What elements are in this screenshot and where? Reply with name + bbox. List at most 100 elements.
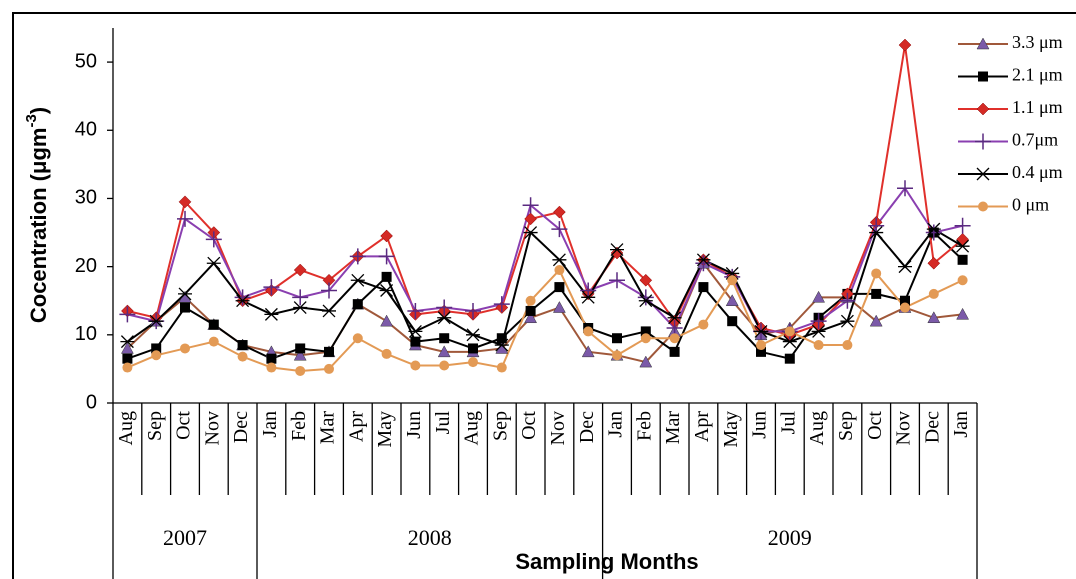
y-tick-label: 20 [75, 255, 97, 277]
marker [897, 180, 913, 197]
y-tick-label: 30 [75, 187, 97, 209]
marker [898, 260, 912, 274]
x-tick-label: Oct [518, 411, 540, 440]
marker [612, 333, 622, 344]
marker [927, 256, 941, 270]
marker [349, 248, 366, 265]
marker [292, 289, 309, 306]
marker [237, 351, 248, 362]
marker [784, 326, 795, 337]
marker [639, 273, 653, 287]
legend-marker [975, 133, 991, 150]
legend-label: 0.7μm [1012, 130, 1058, 150]
marker [205, 231, 222, 248]
legend-marker [978, 71, 988, 82]
marker [235, 294, 250, 308]
marker [640, 326, 651, 337]
x-tick-label: Apr [691, 411, 713, 442]
marker [122, 362, 133, 373]
marker [293, 263, 307, 277]
x-tick-label: Mar [317, 411, 339, 445]
legend-marker [976, 167, 990, 181]
marker [725, 294, 739, 306]
marker [727, 316, 738, 327]
marker [295, 365, 306, 376]
x-tick-label: Oct [173, 411, 195, 440]
marker [178, 287, 192, 301]
legend-item: 3.3 μm [958, 32, 1063, 52]
marker [439, 333, 450, 344]
group-label: 2008 [408, 525, 452, 550]
marker [208, 336, 219, 347]
marker [581, 290, 596, 304]
series-markers [120, 222, 970, 352]
marker [868, 217, 885, 234]
x-tick-label: Dec [230, 411, 252, 443]
marker [120, 341, 134, 354]
x-tick-label: Nov [893, 411, 915, 445]
marker [554, 282, 565, 293]
marker [266, 353, 277, 364]
series-line [127, 268, 964, 372]
series-line [126, 227, 964, 347]
marker [523, 226, 538, 240]
series-markers [119, 180, 971, 340]
marker [524, 311, 538, 324]
marker [581, 345, 595, 358]
marker [637, 289, 654, 306]
marker [525, 295, 536, 306]
x-tick-label: Feb [633, 411, 655, 441]
marker [436, 299, 453, 316]
marker [352, 299, 363, 310]
marker [468, 343, 478, 354]
marker [955, 239, 970, 253]
y-label-end: ) [26, 107, 51, 114]
marker [810, 313, 827, 330]
x-tick-label: Jan [950, 411, 972, 438]
marker [120, 335, 135, 349]
marker [439, 360, 450, 371]
marker [869, 226, 884, 240]
x-tick-label: May [720, 411, 742, 448]
marker [956, 307, 970, 320]
x-tick-label: Sep [144, 411, 166, 441]
marker [407, 302, 424, 319]
x-tick-label: Dec [921, 411, 943, 443]
y-tick-label: 40 [75, 119, 97, 141]
marker [350, 273, 365, 287]
marker [381, 348, 392, 359]
series-line [127, 230, 964, 360]
x-tick-label: Mar [662, 411, 684, 445]
marker [408, 324, 423, 338]
marker [842, 340, 853, 351]
frame [12, 12, 1076, 579]
legend-label: 1.1 μm [1012, 97, 1063, 117]
marker [380, 314, 394, 327]
marker [496, 362, 507, 373]
x-tick-label: Jul [777, 411, 799, 435]
series-line [126, 261, 963, 364]
legend-marker [978, 201, 988, 212]
series-markers [122, 265, 968, 376]
legend-item: 0.7μm [958, 130, 1058, 150]
x-tick-label: Jun [403, 411, 425, 439]
x-tick-label: Sep [489, 411, 511, 441]
x-tick-label: Dec [576, 411, 598, 443]
marker [122, 353, 133, 364]
marker [524, 212, 537, 226]
marker [900, 295, 910, 306]
marker [379, 284, 394, 297]
marker [551, 221, 568, 238]
x-tick-label: Aug [806, 411, 828, 445]
marker [208, 319, 219, 330]
legend-label: 0.4 μm [1012, 162, 1063, 182]
marker [928, 288, 939, 299]
x-tick-label: Nov [201, 411, 223, 445]
legend-label: 2.1 μm [1012, 65, 1063, 85]
marker [784, 353, 795, 364]
marker [698, 319, 709, 330]
marker [468, 357, 478, 368]
marker [352, 333, 363, 344]
marker [811, 324, 826, 338]
